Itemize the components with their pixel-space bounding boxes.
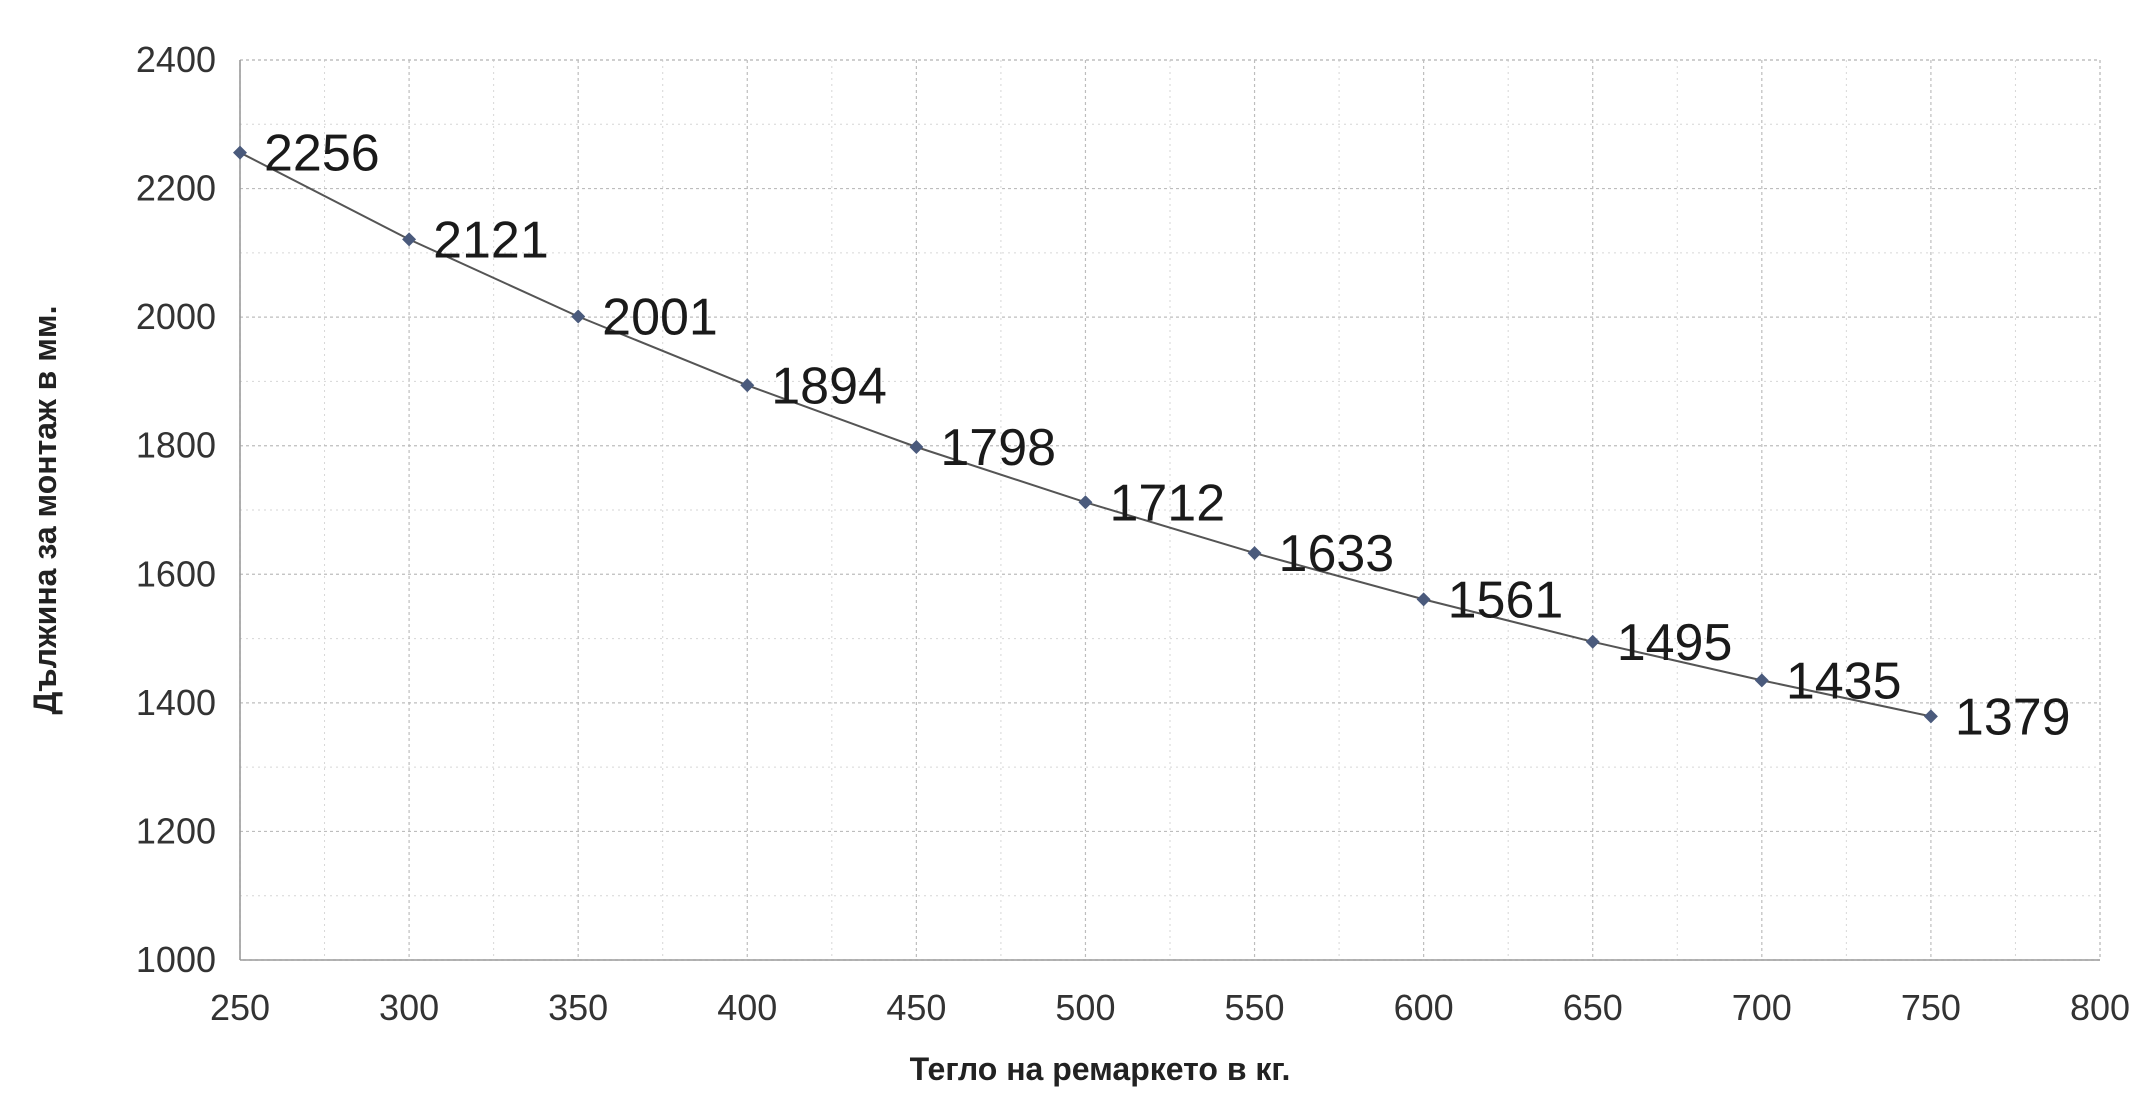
data-label: 2001 xyxy=(602,289,718,347)
data-label: 1495 xyxy=(1617,614,1733,672)
y-tick-label: 1000 xyxy=(136,939,216,980)
y-tick-label: 1400 xyxy=(136,682,216,723)
y-tick-label: 2200 xyxy=(136,168,216,209)
data-label: 1561 xyxy=(1448,571,1564,629)
x-tick-label: 250 xyxy=(210,987,270,1028)
x-tick-label: 450 xyxy=(886,987,946,1028)
data-point-marker xyxy=(1754,673,1769,688)
x-tick-label: 600 xyxy=(1394,987,1454,1028)
data-label: 1633 xyxy=(1279,525,1395,583)
grid xyxy=(239,59,2101,961)
data-point-marker xyxy=(909,440,924,454)
y-tick-label: 2400 xyxy=(136,39,216,80)
x-tick-label: 550 xyxy=(1225,987,1285,1028)
x-tick-label: 400 xyxy=(717,987,777,1028)
x-tick-label: 800 xyxy=(2070,987,2130,1028)
x-tick-label: 650 xyxy=(1563,987,1623,1028)
series xyxy=(233,145,1938,724)
y-tick-label: 2000 xyxy=(136,296,216,337)
data-label: 2256 xyxy=(264,125,380,183)
y-axis-title: Дължина за монтаж в мм. xyxy=(27,306,63,715)
data-point-marker xyxy=(740,378,755,393)
data-point-marker xyxy=(1416,592,1431,607)
x-tick-label: 750 xyxy=(1901,987,1961,1028)
data-label: 1798 xyxy=(940,419,1056,477)
y-tick-label: 1600 xyxy=(136,553,216,594)
y-tick-label: 1800 xyxy=(136,425,216,466)
data-label: 1712 xyxy=(1109,474,1225,532)
data-label: 1894 xyxy=(771,357,887,415)
data-label: 1435 xyxy=(1786,652,1902,710)
data-point-marker xyxy=(1078,495,1093,510)
x-tick-label: 700 xyxy=(1732,987,1792,1028)
x-tick-label: 300 xyxy=(379,987,439,1028)
data-labels: 2256 2121 2001 1894 1798 1712 1633 1561 1495 1435… xyxy=(264,125,2071,747)
y-tick-label: 1200 xyxy=(136,810,216,851)
data-label: 2121 xyxy=(433,211,549,269)
x-axis-title: Тегло на ремаркето в кг. xyxy=(910,1051,1291,1087)
axes: 1000 1200 1400 1600 1800 2000 2200 2400 250 300 35… xyxy=(136,39,2130,1028)
data-point-marker xyxy=(402,232,417,247)
data-label: 1379 xyxy=(1955,688,2071,746)
x-tick-label: 500 xyxy=(1055,987,1115,1028)
data-point-marker xyxy=(571,309,586,324)
data-point-marker xyxy=(1247,546,1262,561)
data-point-marker xyxy=(1923,709,1938,724)
x-tick-label: 350 xyxy=(548,987,608,1028)
data-point-marker xyxy=(233,145,247,160)
data-point-marker xyxy=(1585,634,1600,649)
